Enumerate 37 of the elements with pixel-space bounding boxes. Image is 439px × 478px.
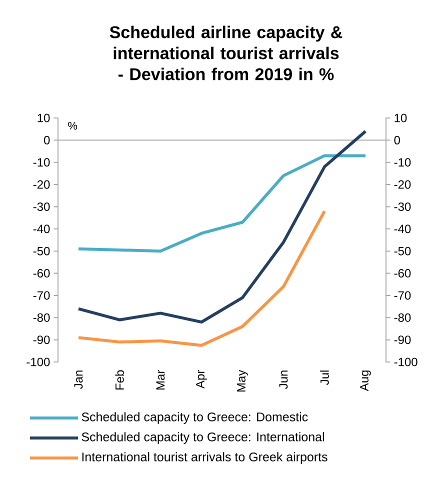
y2-tick-label: 0	[394, 136, 400, 144]
y-tick-label: -40	[33, 224, 50, 234]
y2-tick-label: -30	[394, 202, 411, 211]
chart-title: Scheduled airline capacity & international tourist arrivals - Deviation from 2019 in %	[110, 26, 342, 80]
y-tick-label: -90	[33, 336, 50, 344]
legend-label: International tourist arrivals to Greek airports	[82, 452, 328, 464]
y2-tick-label: -70	[394, 291, 411, 300]
x-tick-label: Aug	[360, 370, 371, 392]
y2-tick-label: -40	[394, 224, 411, 234]
x-tick-label: Feb	[115, 370, 124, 390]
y-tick-label: -80	[33, 313, 50, 322]
legend-label: Scheduled capacity to Greece: International	[82, 432, 324, 444]
y-tick-label: 0	[44, 136, 50, 144]
y-tick-label: -50	[33, 246, 50, 256]
x-tick-label: Jan	[74, 370, 83, 389]
y2-tick-label: -80	[394, 313, 411, 322]
x-tick-label: May	[237, 370, 248, 392]
y2-tick-label: -60	[394, 269, 411, 278]
y-axis-title: %	[68, 122, 78, 130]
y2-tick-label: -90	[394, 336, 411, 344]
y2-tick-label: 10	[394, 114, 407, 122]
y-tick-label: -70	[33, 291, 50, 300]
x-tick-label: Apr	[196, 370, 207, 388]
y2-tick-label: -10	[394, 158, 411, 167]
x-tick-label: Jul	[320, 370, 329, 385]
y-tick-label: 10	[38, 114, 50, 122]
legend-label: Scheduled capacity to Greece: Domestic	[82, 412, 308, 424]
y2-tick-label: -100	[394, 358, 418, 366]
y-tick-label: -10	[33, 158, 50, 167]
y-tick-label: -100	[26, 358, 50, 366]
y2-tick-label: -50	[394, 246, 411, 256]
x-tick-label: Jun	[279, 370, 288, 389]
x-tick-label: Mar	[156, 370, 165, 390]
y-tick-label: -30	[33, 202, 50, 211]
y2-tick-label: -20	[394, 180, 411, 189]
y-tick-label: -60	[33, 269, 50, 278]
y-tick-label: -20	[33, 180, 50, 189]
